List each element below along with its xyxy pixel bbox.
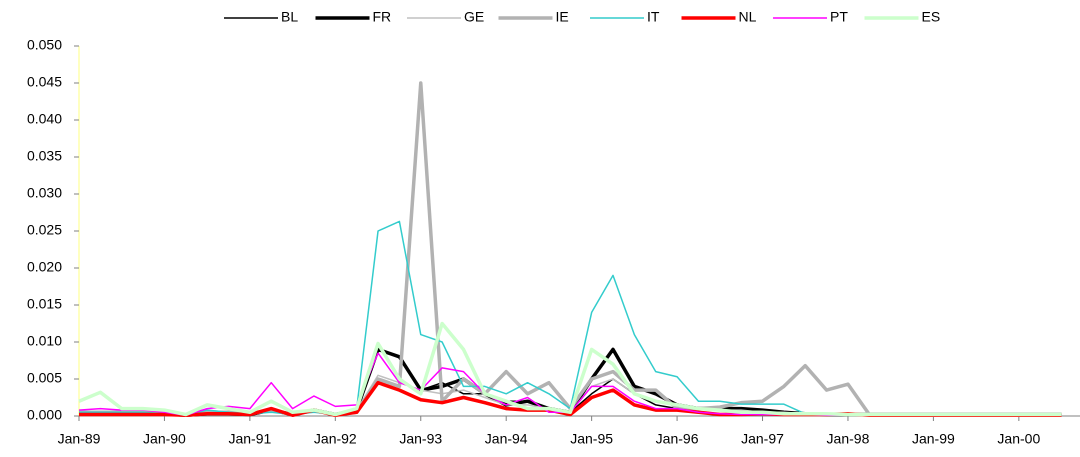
series-line	[79, 81, 1062, 418]
series-line	[79, 220, 1062, 417]
x-tick-label: Jan-90	[143, 431, 186, 447]
x-tick-label: Jan-97	[741, 431, 784, 447]
y-tick-label: 0.050	[27, 37, 62, 53]
legend-label: ES	[922, 9, 941, 25]
legend-label: PT	[830, 9, 848, 25]
y-tick-label: 0.035	[27, 148, 62, 164]
y-tick-label: 0.045	[27, 74, 62, 90]
x-tick-label: Jan-92	[314, 431, 357, 447]
y-tick-label: 0.040	[27, 111, 62, 127]
y-tick-label: 0.010	[27, 333, 62, 349]
x-tick-label: Jan-89	[58, 431, 101, 447]
legend-label: IE	[556, 9, 569, 25]
legend-label: GE	[464, 9, 484, 25]
y-tick-label: 0.030	[27, 185, 62, 201]
y-tick-label: 0.000	[27, 407, 62, 423]
legend-label: NL	[739, 9, 757, 25]
x-tick-label: Jan-91	[228, 431, 271, 447]
y-tick-label: 0.020	[27, 259, 62, 275]
legend-label: FR	[373, 9, 392, 25]
x-tick-label: Jan-98	[827, 431, 870, 447]
x-tick-label: Jan-94	[485, 431, 528, 447]
x-tick-label: Jan-95	[570, 431, 613, 447]
x-tick-label: Jan-96	[656, 431, 699, 447]
x-tick-label: Jan-00	[997, 431, 1040, 447]
y-tick-label: 0.015	[27, 296, 62, 312]
x-tick-label: Jan-99	[912, 431, 955, 447]
x-tick-label: Jan-93	[399, 431, 442, 447]
y-tick-label: 0.005	[27, 370, 62, 386]
legend-label: IT	[647, 9, 660, 25]
y-tick-label: 0.025	[27, 222, 62, 238]
legend-label: BL	[281, 9, 298, 25]
series-line	[78, 321, 1062, 417]
